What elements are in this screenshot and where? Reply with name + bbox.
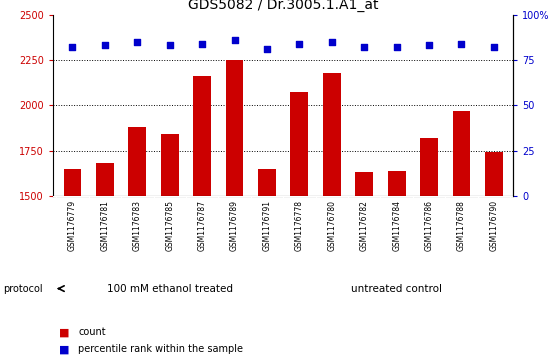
Text: GSM1176783: GSM1176783	[133, 200, 142, 251]
Point	[457, 41, 466, 46]
Bar	[355, 172, 373, 196]
Text: GSM1176778: GSM1176778	[295, 200, 304, 251]
Text: GSM1176784: GSM1176784	[392, 200, 401, 251]
Title: GDS5082 / Dr.3005.1.A1_at: GDS5082 / Dr.3005.1.A1_at	[188, 0, 378, 12]
Text: ■: ■	[59, 327, 69, 337]
Point	[133, 39, 142, 45]
Text: ■: ■	[59, 344, 69, 354]
Point	[68, 44, 77, 50]
Bar	[64, 169, 81, 196]
Text: count: count	[78, 327, 106, 337]
Bar	[128, 127, 146, 196]
Text: GSM1176781: GSM1176781	[100, 200, 109, 251]
Text: GSM1176787: GSM1176787	[198, 200, 206, 251]
Bar	[291, 92, 309, 196]
Point	[425, 42, 434, 48]
Bar	[96, 163, 114, 196]
Text: GSM1176779: GSM1176779	[68, 200, 77, 251]
Text: GSM1176786: GSM1176786	[425, 200, 434, 251]
Bar	[453, 111, 470, 196]
Text: GSM1176785: GSM1176785	[165, 200, 174, 251]
Point	[100, 42, 109, 48]
Point	[165, 42, 174, 48]
Point	[198, 41, 206, 46]
Point	[489, 44, 498, 50]
Bar	[420, 138, 438, 196]
Bar	[225, 60, 243, 196]
Point	[262, 46, 271, 52]
Text: GSM1176782: GSM1176782	[360, 200, 369, 251]
Text: GSM1176780: GSM1176780	[328, 200, 336, 251]
Point	[328, 39, 336, 45]
Text: GSM1176788: GSM1176788	[457, 200, 466, 251]
Bar	[323, 73, 341, 196]
Text: protocol: protocol	[3, 284, 42, 294]
Point	[295, 41, 304, 46]
Text: 100 mM ethanol treated: 100 mM ethanol treated	[107, 284, 233, 294]
Bar	[161, 134, 179, 196]
Text: GSM1176791: GSM1176791	[262, 200, 272, 251]
Bar	[485, 152, 503, 196]
Point	[392, 44, 401, 50]
Bar	[193, 76, 211, 196]
Text: percentile rank within the sample: percentile rank within the sample	[78, 344, 243, 354]
Bar	[388, 171, 406, 196]
Point	[360, 44, 369, 50]
Point	[230, 37, 239, 43]
Text: GSM1176789: GSM1176789	[230, 200, 239, 251]
Bar	[258, 169, 276, 196]
Text: untreated control: untreated control	[351, 284, 442, 294]
Text: GSM1176790: GSM1176790	[489, 200, 498, 251]
